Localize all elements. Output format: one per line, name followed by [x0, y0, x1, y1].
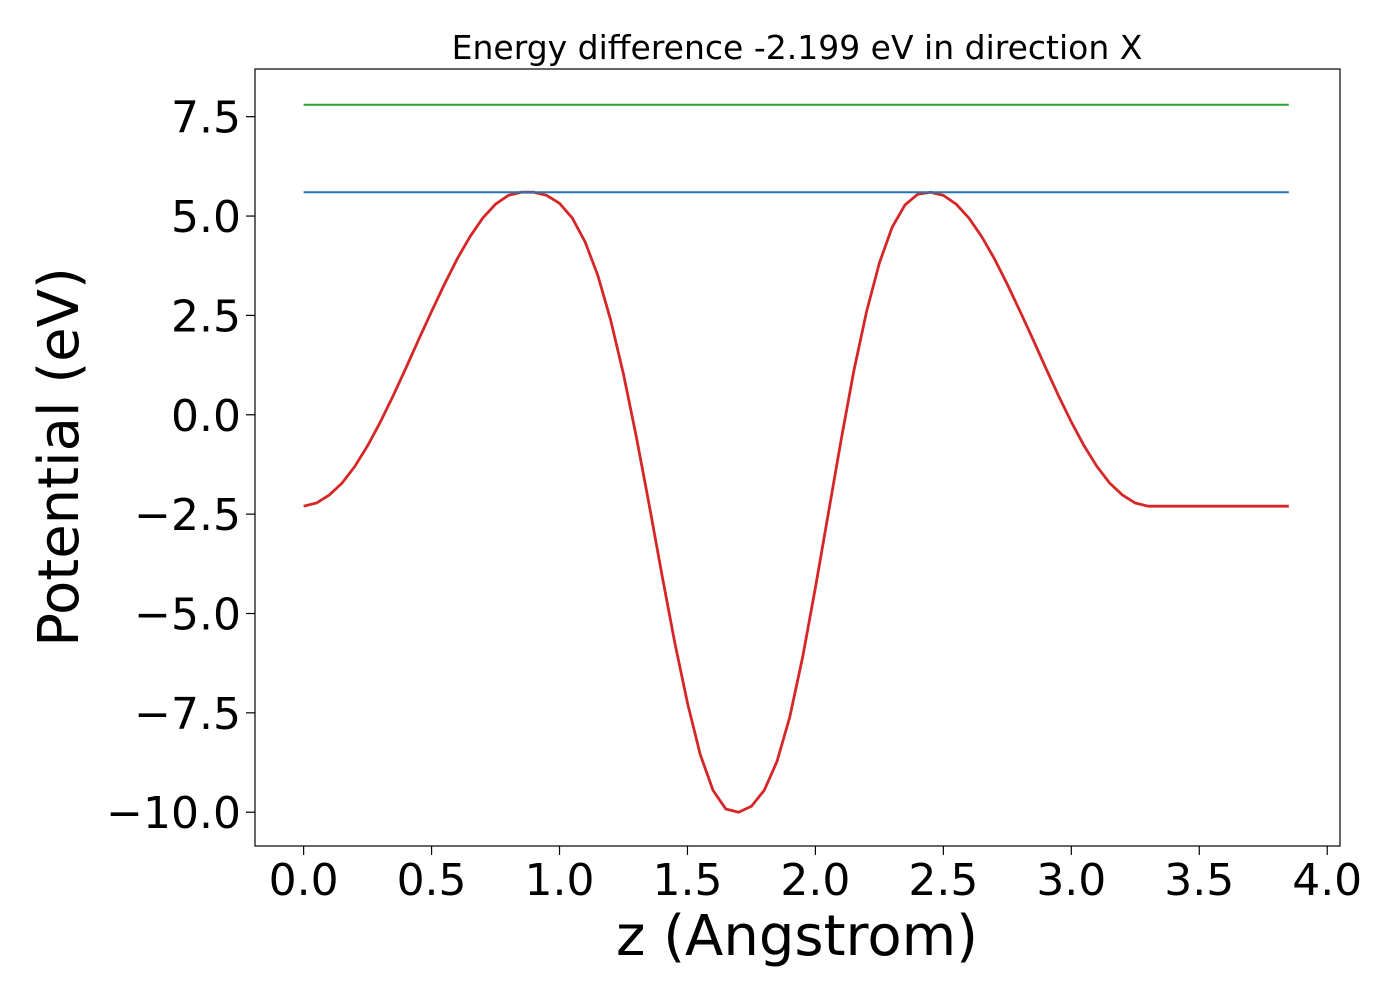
- x-tick-label: 3.5: [1164, 855, 1234, 906]
- y-axis-label: Potential (eV): [27, 267, 92, 647]
- x-axis-ticks: 0.0 0.5 1.0 1.5 2.0 2.5 3.0 3.5 4.0: [269, 846, 1362, 906]
- y-tick-label: −5.0: [134, 589, 241, 640]
- y-tick-label: −10.0: [106, 788, 241, 839]
- y-axis-ticks: 7.5 5.0 2.5 0.0 −2.5 −5.0 −7.5 −10.0: [106, 93, 255, 839]
- x-tick-label: 0.0: [269, 855, 339, 906]
- y-tick-label: 0.0: [171, 391, 241, 442]
- x-tick-label: 1.0: [525, 855, 595, 906]
- x-tick-label: 2.0: [780, 855, 850, 906]
- x-axis-label: z (Angstrom): [616, 904, 978, 969]
- x-tick-label: 1.5: [652, 855, 722, 906]
- y-tick-label: 7.5: [171, 93, 241, 144]
- y-tick-label: 2.5: [171, 291, 241, 342]
- x-tick-label: 2.5: [908, 855, 978, 906]
- x-tick-label: 4.0: [1292, 855, 1362, 906]
- series-line-0: [303, 190, 1289, 814]
- x-tick-label: 0.5: [397, 855, 467, 906]
- x-tick-label: 3.0: [1036, 855, 1106, 906]
- y-tick-label: 5.0: [171, 192, 241, 243]
- plot-frame: [254, 68, 1341, 847]
- y-tick-label: −7.5: [134, 689, 241, 740]
- y-tick-label: −2.5: [134, 490, 241, 541]
- chart-title: Energy difference -2.199 eV in direction…: [452, 28, 1143, 67]
